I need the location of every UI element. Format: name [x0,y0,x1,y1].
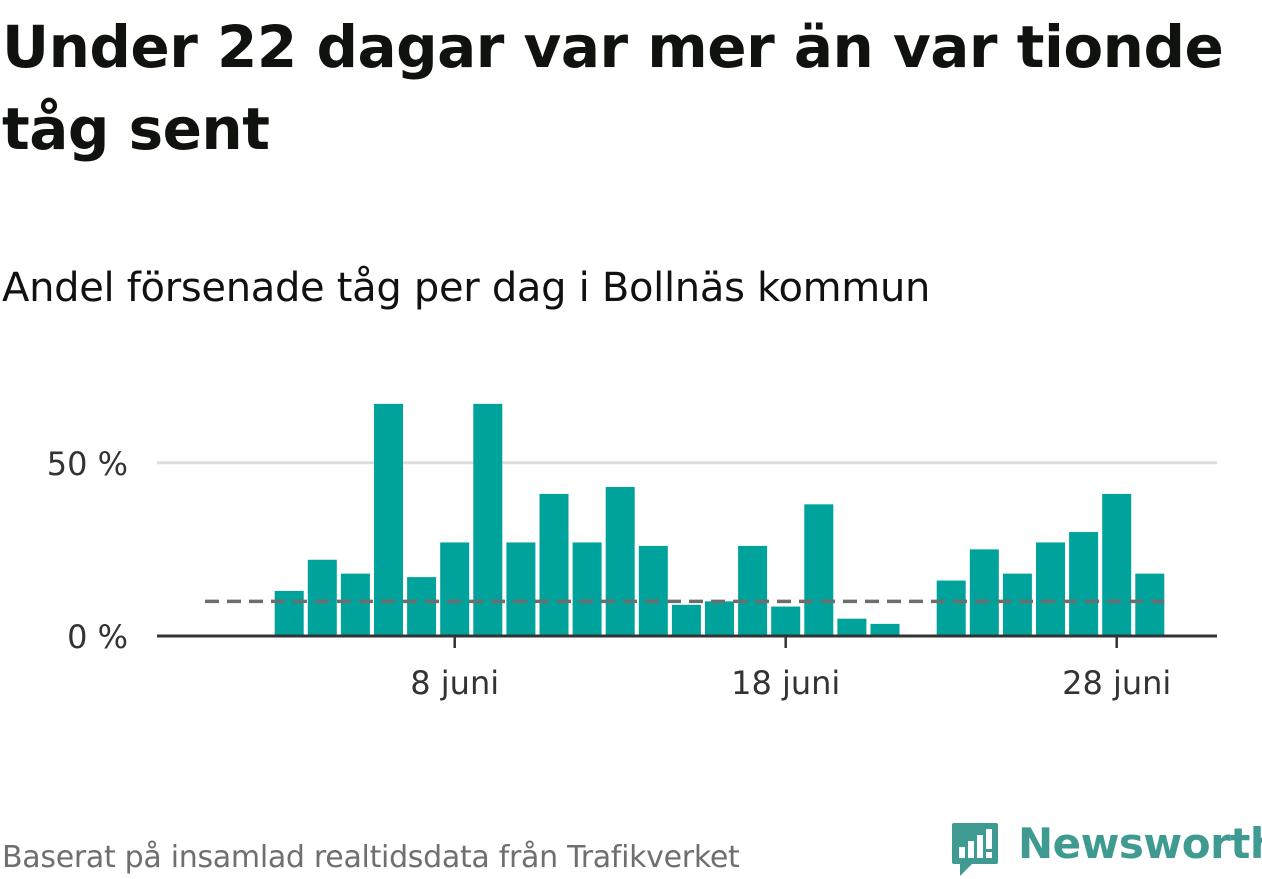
brand[interactable]: Newsworthy [950,818,1262,878]
y-axis-labels: 0 % 50 % [47,445,128,656]
x-tick-label: 28 juni [1062,664,1171,702]
chart-title: Under 22 dagar var mer än var tionde tåg… [2,13,1224,163]
bar [705,601,734,636]
bar [1135,573,1165,636]
bar [473,403,503,636]
bar [440,542,470,636]
bar [1036,542,1065,636]
bar [969,549,999,636]
brand-name: Newsworthy [1018,819,1262,868]
bar [870,623,900,636]
x-axis-labels: 8 juni 18 juni 28 juni [410,664,1171,702]
y-tick-label: 50 % [47,445,128,483]
bar [572,542,602,636]
bar [1102,493,1132,636]
bar [936,580,966,636]
bar [374,403,403,636]
bar [1069,532,1099,636]
bar [671,604,701,636]
bar [407,577,437,636]
bar-chart: 0 % 50 % 8 juni 18 juni 28 juni [47,403,1217,702]
bar [307,559,337,636]
bar [340,573,370,636]
bar [771,606,801,636]
bar [1002,573,1032,636]
bar [738,545,768,636]
x-tick-label: 8 juni [410,664,499,702]
bar [506,542,536,636]
bar [804,504,834,636]
source-note: Baserat på insamlad realtidsdata från Tr… [2,840,740,875]
bar [837,618,867,636]
bar [539,493,569,636]
bar [605,487,635,636]
x-tick-label: 18 juni [731,664,840,702]
x-axis [157,634,1217,648]
bars [274,403,1165,636]
y-tick-label: 0 % [67,618,128,656]
chart-subtitle: Andel försenade tåg per dag i Bollnäs ko… [2,265,931,311]
bar [638,545,668,636]
bar [274,590,304,636]
newsworthy-logo-icon [952,823,998,876]
